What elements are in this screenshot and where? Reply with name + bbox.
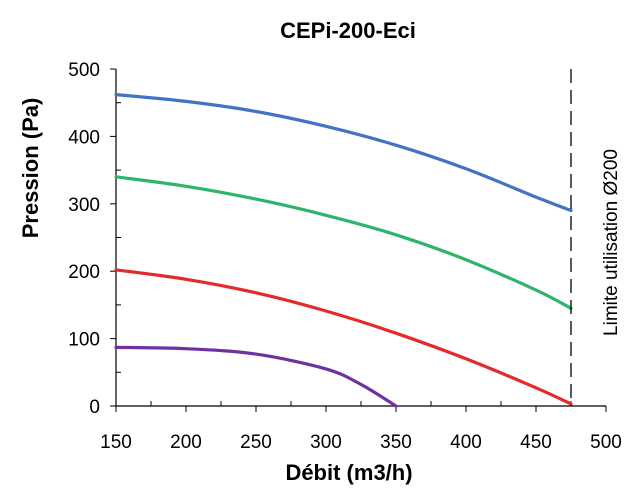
x-tick-label: 300: [310, 432, 342, 453]
x-tick-label: 350: [380, 432, 412, 453]
x-tick-label: 450: [520, 432, 552, 453]
series-line-4: [114, 345, 398, 408]
x-tick-label: 400: [450, 432, 482, 453]
y-tick-label: 100: [68, 330, 100, 351]
x-tick-label: 200: [170, 432, 202, 453]
y-tick-label: 0: [89, 397, 100, 418]
x-tick-label: 150: [100, 432, 132, 453]
series-line-3: [114, 268, 573, 406]
plot-area: 0 100 200 300 400 500 150 200 250 300 350 400 450 500…: [68, 60, 622, 453]
series-line-2: [114, 175, 573, 310]
x-tick-label: 250: [240, 432, 272, 453]
y-axis-label: Pression (Pa): [18, 98, 43, 239]
limit-line-label: Limite utilisation Ø200: [601, 149, 622, 336]
y-tick-label: 300: [68, 195, 100, 216]
y-tick-label: 200: [68, 262, 100, 283]
y-tick-label: 400: [68, 127, 100, 148]
chart-title: CEPi-200-Eci: [280, 18, 416, 43]
series-line-1: [114, 93, 573, 213]
x-axis-label: Débit (m3/h): [285, 460, 412, 485]
x-tick-label: 500: [590, 432, 622, 453]
y-tick-label: 500: [68, 60, 100, 81]
